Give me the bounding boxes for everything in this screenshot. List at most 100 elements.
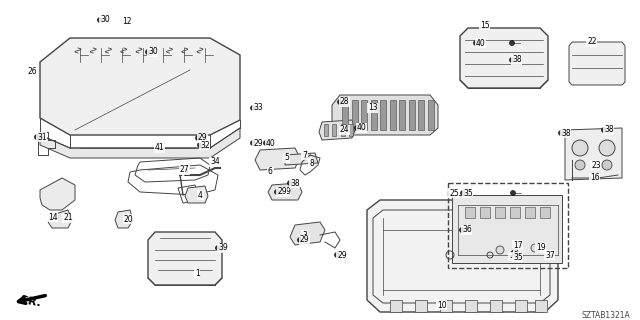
Polygon shape <box>399 100 405 130</box>
Text: 21: 21 <box>63 213 72 222</box>
Polygon shape <box>332 95 438 135</box>
Polygon shape <box>415 300 427 312</box>
Circle shape <box>572 140 588 156</box>
Circle shape <box>460 228 465 233</box>
Circle shape <box>198 142 202 148</box>
Polygon shape <box>324 124 328 136</box>
Polygon shape <box>452 195 562 263</box>
Polygon shape <box>540 207 550 218</box>
Polygon shape <box>40 38 240 135</box>
Circle shape <box>145 50 150 54</box>
Text: 37: 37 <box>545 251 555 260</box>
Circle shape <box>511 254 515 260</box>
Text: 13: 13 <box>368 103 378 113</box>
Polygon shape <box>460 28 548 88</box>
Circle shape <box>599 140 615 156</box>
Polygon shape <box>361 100 367 130</box>
Polygon shape <box>349 124 353 136</box>
Polygon shape <box>465 207 475 218</box>
Text: 33: 33 <box>253 103 263 113</box>
Text: 12: 12 <box>122 18 131 27</box>
Circle shape <box>512 249 518 255</box>
Polygon shape <box>510 207 520 218</box>
Text: FR.: FR. <box>20 295 42 309</box>
Polygon shape <box>390 300 402 312</box>
Text: 23: 23 <box>591 161 600 170</box>
Text: 25: 25 <box>449 188 459 197</box>
Text: 20: 20 <box>124 214 134 223</box>
Polygon shape <box>367 200 558 312</box>
Text: 14: 14 <box>48 212 58 221</box>
Text: 18: 18 <box>509 252 518 260</box>
Text: 38: 38 <box>290 179 300 188</box>
Polygon shape <box>40 128 240 158</box>
Text: 30: 30 <box>100 15 109 25</box>
Circle shape <box>97 18 102 22</box>
Circle shape <box>575 160 585 170</box>
Text: 29: 29 <box>253 139 262 148</box>
Text: 17: 17 <box>513 241 523 250</box>
Text: 24: 24 <box>340 125 349 134</box>
Text: 16: 16 <box>590 173 600 182</box>
Circle shape <box>602 160 612 170</box>
Polygon shape <box>440 300 452 312</box>
Text: 40: 40 <box>266 139 276 148</box>
Polygon shape <box>515 300 527 312</box>
Circle shape <box>355 125 360 131</box>
Text: 2: 2 <box>183 169 188 178</box>
Polygon shape <box>419 100 424 130</box>
Circle shape <box>509 58 515 62</box>
Circle shape <box>250 140 255 146</box>
Text: 5: 5 <box>284 154 289 163</box>
Polygon shape <box>48 210 72 228</box>
Text: 35: 35 <box>463 188 473 197</box>
Circle shape <box>275 189 280 195</box>
Polygon shape <box>565 128 622 180</box>
Polygon shape <box>342 100 348 130</box>
Circle shape <box>602 127 607 132</box>
Circle shape <box>559 131 563 135</box>
Polygon shape <box>480 207 490 218</box>
Circle shape <box>474 41 479 45</box>
Text: 29: 29 <box>198 133 207 142</box>
Polygon shape <box>319 120 355 140</box>
Polygon shape <box>115 210 133 228</box>
Text: 29: 29 <box>337 251 347 260</box>
Text: 8: 8 <box>309 158 314 167</box>
Text: 35: 35 <box>513 252 523 261</box>
Polygon shape <box>428 100 434 130</box>
Text: 28: 28 <box>340 98 349 107</box>
Polygon shape <box>380 100 386 130</box>
Text: 41: 41 <box>155 143 164 153</box>
Text: 4: 4 <box>198 190 203 199</box>
Polygon shape <box>351 100 358 130</box>
Polygon shape <box>285 153 318 165</box>
Text: 27: 27 <box>180 165 189 174</box>
Polygon shape <box>495 207 505 218</box>
Circle shape <box>335 252 339 258</box>
Text: SZTAB1321A: SZTAB1321A <box>581 310 630 319</box>
Circle shape <box>461 190 465 196</box>
Text: 38: 38 <box>512 55 522 65</box>
Circle shape <box>298 237 303 243</box>
Text: 34: 34 <box>210 157 220 166</box>
Polygon shape <box>290 222 325 245</box>
Polygon shape <box>525 207 535 218</box>
Circle shape <box>531 244 539 252</box>
Text: 19: 19 <box>536 244 546 252</box>
Circle shape <box>287 180 292 186</box>
Text: 9: 9 <box>285 188 290 196</box>
Text: 31: 31 <box>37 132 47 141</box>
Text: 26: 26 <box>28 68 38 76</box>
Polygon shape <box>255 148 300 170</box>
Text: 29: 29 <box>277 188 287 196</box>
Circle shape <box>35 134 40 140</box>
Polygon shape <box>535 300 547 312</box>
Text: 1: 1 <box>195 268 200 277</box>
Polygon shape <box>371 100 377 130</box>
Text: 22: 22 <box>587 37 596 46</box>
Text: 40: 40 <box>357 124 367 132</box>
Text: 38: 38 <box>561 129 571 138</box>
Text: 39: 39 <box>218 244 228 252</box>
Circle shape <box>511 190 515 196</box>
